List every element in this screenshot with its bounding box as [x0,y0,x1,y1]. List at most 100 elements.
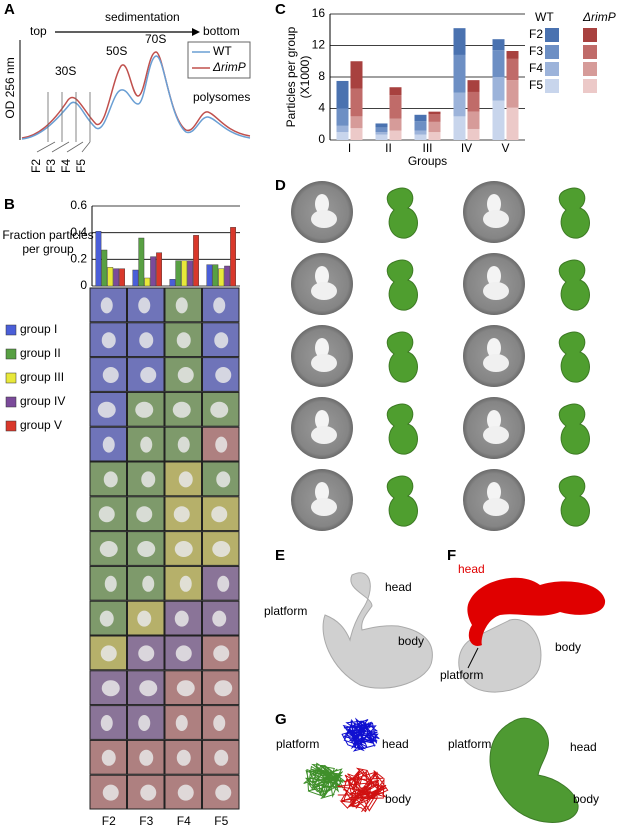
particle [176,680,195,697]
bar [224,265,231,287]
class-density [487,338,501,358]
legend-swatch [5,348,17,360]
bar-segment [375,132,388,135]
reconstruction [386,475,418,527]
label: platform [276,737,319,751]
reconstruction [558,475,590,527]
x-tick-label: II [385,141,392,155]
arrow-head [192,28,200,36]
particle [179,575,192,592]
particle [138,297,151,314]
particle [174,610,189,627]
particle [175,297,188,314]
legend-header: WT [535,10,554,24]
bar-segment [350,88,363,117]
fraction-label: F4 [59,159,73,173]
legend-label: F4 [529,61,543,75]
particle [178,471,193,488]
particle-tile [89,774,127,810]
bar [206,264,213,287]
ribbon [303,762,346,800]
particle [135,401,154,418]
bar-segment [453,116,466,140]
particle [102,367,119,383]
particle [136,506,153,523]
bar-segment [336,132,349,140]
legend-label: WT [213,44,232,58]
bar-segment [467,111,480,129]
legend-swatch [5,420,17,432]
label: body [573,792,599,806]
particle [101,332,116,349]
pointer [467,647,479,669]
particle [138,715,151,731]
x-axis-label: Groups [408,154,447,168]
y-tick-label: 16 [312,6,326,20]
bar [101,249,108,287]
particle [102,784,119,801]
bar-segment [389,130,402,140]
y-tick-label: 0.6 [70,198,87,212]
y-axis-label: Particles per group [284,26,298,127]
bar [144,277,151,287]
legend-label: F3 [529,44,543,58]
bar [150,256,157,287]
y-tick-label: 4 [318,101,325,115]
panel-label: E [275,547,285,564]
class-density [311,354,337,372]
bar-segment [467,80,480,92]
legend-swatch [5,396,17,408]
bar-segment [467,91,480,112]
panel-a: top sedimentation bottom OD 256 nm F2 F3… [3,10,251,173]
legend-swatch [545,62,559,76]
bar-segment [389,95,402,119]
bar-segment [389,87,402,96]
particle [100,715,113,731]
legend-swatch [545,28,559,42]
class-density [311,498,337,516]
label: head [385,580,412,594]
reconstruction [558,187,590,239]
particle [212,541,231,557]
particle [211,506,228,523]
class-density [487,266,501,286]
bottom-label: bottom [203,24,240,38]
panel-label: D [275,177,286,194]
legend-swatch [5,324,17,336]
y-axis-label: Fraction particles [2,228,93,242]
bar-segment [506,80,519,108]
reconstruction [386,403,418,455]
x-tick-label: F2 [102,814,116,828]
particle [172,401,191,418]
bar-segment [389,118,402,131]
bar-segment [414,121,427,131]
reconstruction [558,259,590,311]
x-tick-label: V [501,141,509,155]
particle [142,575,155,592]
bar-segment [336,125,349,133]
particle [215,784,232,801]
label: platform [440,668,483,682]
legend-swatch [583,62,597,76]
particle-grid [89,287,240,810]
class-density [483,282,509,300]
class-density [487,194,501,214]
legend-label: group IV [20,394,65,408]
particle [177,784,194,801]
fraction-label: F2 [29,159,43,173]
fraction-label: F3 [44,159,58,173]
bar [230,227,237,287]
x-tick-label: F3 [139,814,153,828]
particle [217,575,230,592]
bar-segment [467,128,480,140]
particle [176,749,191,766]
class-density [483,498,509,516]
particle [97,401,116,418]
legend-swatch [583,79,597,93]
particle [139,332,154,349]
particle [214,749,229,766]
x-tick-label: F4 [177,814,191,828]
x-tick-label: F5 [214,814,228,828]
density-map [322,572,433,689]
particle [213,715,226,731]
